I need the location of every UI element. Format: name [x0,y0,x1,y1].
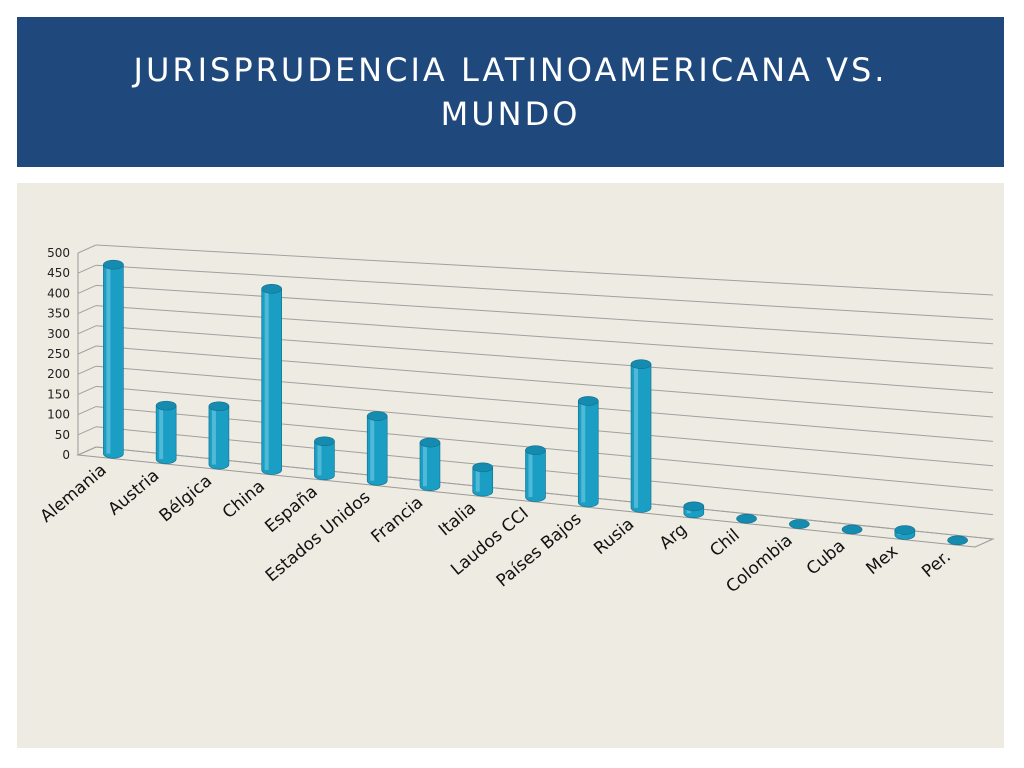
gridline [95,345,994,418]
x-tick-label: Italia [435,498,480,540]
gridline-depth [77,446,97,456]
gridline [95,244,994,296]
x-tick-label: Per. [918,547,955,582]
bar [419,437,441,491]
bar [947,535,968,546]
bar [366,411,388,486]
gridline [95,284,994,345]
gridline [95,365,994,442]
bar [789,519,810,529]
bar [472,462,494,497]
bar [314,436,335,481]
gridline-depth [77,244,97,254]
bar [894,525,916,540]
gridline [95,264,994,320]
y-tick-label: 0 [62,448,70,462]
bar [525,445,546,502]
gridline-depth [77,385,97,395]
y-tick-label: 500 [47,246,70,260]
gridline-depth [77,284,97,294]
chart-panel: 0 50 100 150 200 250 300 350 400 450 500 Alemania Au… [17,183,1004,748]
gridline-depth [77,345,97,355]
title-band: JURISPRUDENCIA LATINOAMERICANA VS. MUNDO [17,17,1004,167]
bar [841,524,863,535]
bar [103,259,124,459]
bar [208,401,230,470]
y-tick-label: 200 [47,367,70,381]
x-tick-label: Rusia [590,514,638,559]
bar [683,501,705,519]
y-tick-label: 50 [55,428,70,442]
gridline [95,305,994,369]
gridline-depth [77,325,97,335]
bar [577,396,599,508]
x-tick-label: China [219,476,269,523]
gridline-depth [77,406,97,416]
y-tick-label: 250 [47,347,70,361]
x-tick-label: Arg [656,520,691,554]
y-tick-label: 100 [47,408,70,422]
x-tick-label: Estados Unidos [262,487,375,586]
gridline-depth [77,365,97,375]
slide-title: JURISPRUDENCIA LATINOAMERICANA VS. MUNDO [133,51,888,133]
bar [736,513,757,524]
x-tick-label: Austria [104,466,163,520]
bar [261,283,282,475]
y-tick-label: 400 [47,286,70,300]
bar [155,400,177,464]
bar [630,359,652,513]
x-tick-label: Bélgica [156,471,216,526]
gridline [95,385,994,467]
x-tick-label: Cuba [803,536,849,580]
x-tick-label: Alemania [37,460,111,527]
y-tick-label: 350 [47,307,70,321]
x-tick-label: Francia [367,493,427,548]
bar-chart: 0 50 100 150 200 250 300 350 400 450 500 AlemaniaAu… [37,244,995,597]
x-tick-label: Chil [706,525,743,561]
gridline-depth [77,426,97,436]
gridline-depth [77,305,97,315]
x-tick-label: Mex [862,541,902,579]
y-tick-label: 450 [47,266,70,280]
y-tick-label: 150 [47,387,70,401]
gridline [95,325,994,394]
y-tick-label: 300 [47,327,70,341]
gridline-depth [77,264,97,274]
